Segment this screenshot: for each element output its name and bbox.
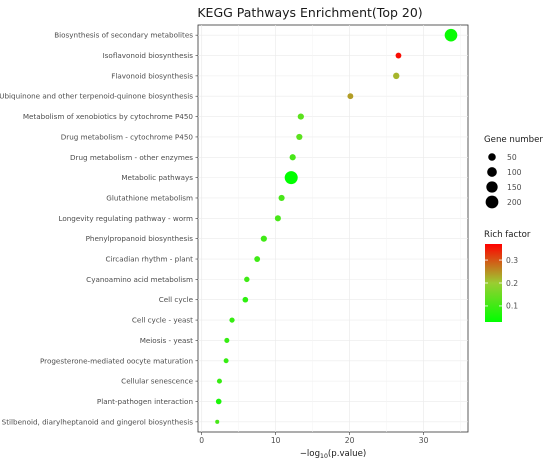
data-point <box>347 93 354 100</box>
x-axis-ticks: 0 10 20 30 <box>199 432 429 445</box>
data-points <box>215 28 458 424</box>
data-point <box>216 378 222 384</box>
data-point <box>278 194 285 202</box>
data-point <box>297 113 304 120</box>
data-point <box>393 72 400 80</box>
pathway-label: Plant-pathogen interaction <box>97 397 193 406</box>
grid-lines <box>198 25 468 432</box>
size-legend-dot <box>486 181 498 193</box>
x-axis-title: −log10(p.value) <box>300 449 367 460</box>
pathway-label: Cell cycle <box>159 295 194 304</box>
pathway-label: Isoflavonoid biosynthesis <box>103 51 194 60</box>
data-point <box>229 317 235 323</box>
size-legend-label: 150 <box>507 183 522 192</box>
size-legend-label: 200 <box>507 198 522 207</box>
pathway-label: Meiosis - yeast <box>140 336 193 345</box>
plot-panel <box>197 24 469 433</box>
x-tick-label: 0 <box>199 436 204 445</box>
data-point <box>215 419 220 424</box>
size-legend: 50 100 150 200 <box>485 153 522 209</box>
x-tick-label: 30 <box>419 436 429 445</box>
data-point <box>244 276 250 283</box>
pathway-label: Circadian rhythm - plant <box>106 255 194 264</box>
pathway-label: Cellular senescence <box>121 377 193 386</box>
pathway-label: Drug metabolism - cytochrome P450 <box>61 132 194 141</box>
size-legend-dot <box>488 153 496 161</box>
chart-title: KEGG Pathways Enrichment(Top 20) <box>197 5 422 20</box>
pathway-label: Drug metabolism - other enzymes <box>70 153 193 162</box>
size-legend-label: 50 <box>507 153 517 162</box>
x-tick-label: 10 <box>271 436 281 445</box>
pathway-label: Biosynthesis of secondary metabolites <box>54 31 193 40</box>
size-legend-dot <box>485 195 499 209</box>
size-legend-dot <box>487 167 497 177</box>
data-point <box>215 398 222 405</box>
color-legend-label: 0.2 <box>506 279 518 288</box>
x-tick-label: 20 <box>345 436 355 445</box>
data-point <box>444 28 458 42</box>
data-point <box>274 215 281 222</box>
pathway-label: Metabolic pathways <box>121 173 193 182</box>
size-legend-label: 100 <box>507 168 522 177</box>
color-legend-label: 0.1 <box>506 302 518 311</box>
color-legend-label: 0.3 <box>506 256 518 265</box>
data-point <box>224 337 230 343</box>
data-point <box>242 296 249 303</box>
data-point <box>284 171 298 185</box>
pathway-label: Flavonoid biosynthesis <box>111 71 193 80</box>
color-legend-title: Rich factor <box>484 230 531 240</box>
data-point <box>296 133 303 141</box>
pathway-labels: Biosynthesis of secondary metabolites Iso… <box>0 31 198 426</box>
pathway-label: Glutathione metabolism <box>106 193 193 202</box>
pathway-label: Progesterone-mediated oocyte maturation <box>40 356 193 365</box>
color-legend-ticks: 0.1 0.2 0.3 <box>485 256 518 311</box>
pathway-label: Cell cycle - yeast <box>132 316 193 325</box>
data-point <box>395 52 402 59</box>
pathway-label: Ubiquinone and other terpenoid-quinone b… <box>0 92 193 101</box>
pathway-label: Metabolism of xenobiotics by cytochrome … <box>23 112 194 121</box>
data-point <box>289 154 296 161</box>
pathway-label: Phenylpropanoid biosynthesis <box>86 234 194 243</box>
pathway-label: Cyanoamino acid metabolism <box>86 275 193 284</box>
pathway-label: Longevity regulating pathway - worm <box>58 214 193 223</box>
data-point <box>254 256 261 262</box>
color-legend-bar <box>485 244 502 322</box>
size-legend-title: Gene number <box>484 135 543 145</box>
pathway-label: Stilbenoid, diarylheptanoid and gingerol… <box>2 417 194 426</box>
data-point <box>260 235 267 242</box>
data-point <box>223 358 229 364</box>
